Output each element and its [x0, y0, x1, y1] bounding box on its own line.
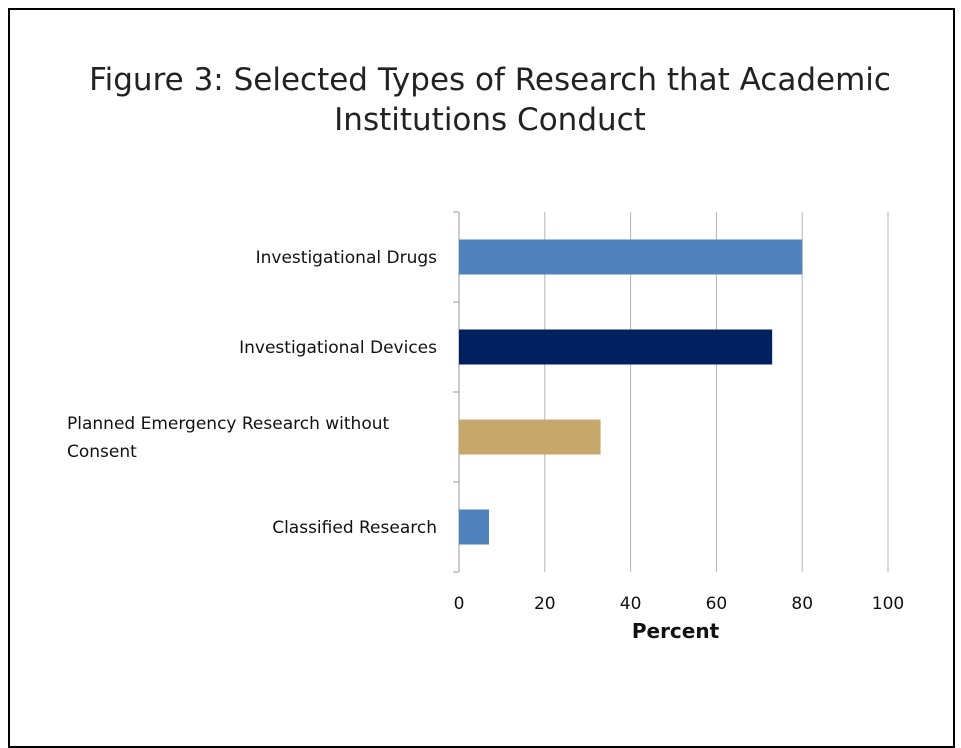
tick-labels: 0 20 40 60 80 100 [454, 594, 905, 614]
x-tick-label: 0 [454, 594, 465, 614]
category-label: Classified Research [272, 518, 437, 538]
category-label: Consent [67, 442, 137, 462]
bar [459, 239, 803, 275]
chart-title: Figure 3: Selected Types of Research tha… [89, 62, 891, 138]
x-tick-label: 100 [872, 594, 904, 614]
bar [459, 329, 773, 365]
bars [459, 239, 803, 545]
category-label: Planned Emergency Research without [67, 414, 390, 434]
x-tick-label: 60 [706, 594, 728, 614]
category-label: Investigational Drugs [256, 248, 438, 268]
x-tick-label: 40 [620, 594, 642, 614]
x-tick-label: 80 [791, 594, 813, 614]
bar [459, 419, 601, 455]
x-axis-title: Percent [632, 619, 720, 643]
category-label: Investigational Devices [239, 338, 437, 358]
figure-frame [8, 8, 955, 748]
x-tick-label: 20 [534, 594, 556, 614]
bar [459, 509, 490, 545]
axes [453, 211, 460, 573]
bar-chart: Investigational Drugs Investigational Dev… [67, 211, 905, 643]
category-labels: Investigational Drugs Investigational Dev… [67, 248, 437, 538]
